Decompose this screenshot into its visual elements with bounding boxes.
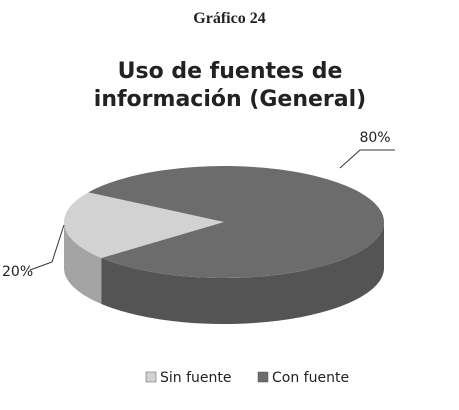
slice-side-shade [64,222,102,304]
slice-side [64,222,102,304]
leader-line [29,224,65,271]
chart-title: Uso de fuentes de información (General) [93,59,367,112]
data-label: 20% [2,264,33,280]
figure-number: Gráfico 24 [193,10,266,27]
legend-label: Sin fuente [160,370,232,386]
slice-side [101,222,384,324]
leader-line [339,149,395,169]
slice-side-shade [101,222,384,324]
legend-swatch [145,371,157,383]
slice [63,192,224,258]
data-label: 80% [359,130,390,146]
legend-swatch [257,371,269,383]
slice [88,166,384,278]
legend-label: Con fuente [272,370,349,386]
